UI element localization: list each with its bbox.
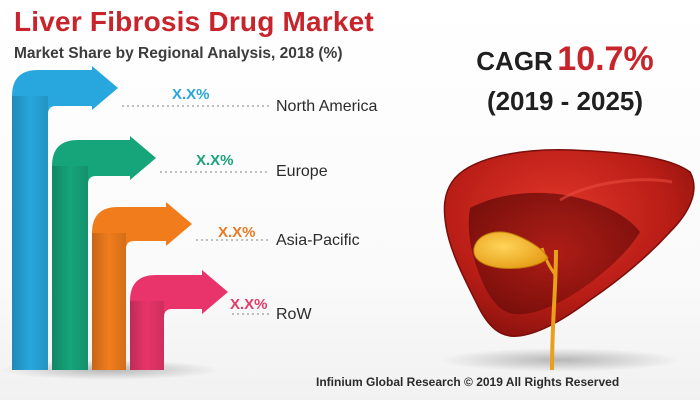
liver-highlight xyxy=(559,178,673,202)
bile-duct xyxy=(550,249,558,371)
value-label: X.X% xyxy=(230,296,268,313)
cagr-label: CAGR xyxy=(476,46,553,76)
region-label: Asia-Pacific xyxy=(276,232,360,249)
region-label: North America xyxy=(276,98,378,115)
cagr-line: CAGR 10.7% xyxy=(440,40,690,79)
chart-title: Liver Fibrosis Drug Market xyxy=(14,6,374,37)
arrow-shading xyxy=(92,233,126,370)
arrow-shading xyxy=(12,96,48,370)
liver-icon xyxy=(440,149,695,372)
liver-shadow xyxy=(440,348,680,372)
arrow-shading xyxy=(130,301,164,370)
region-label: Europe xyxy=(276,163,328,180)
arrow-shading xyxy=(52,166,88,370)
value-label: X.X% xyxy=(218,224,256,241)
cagr-value: 10.7% xyxy=(557,40,654,78)
gallbladder xyxy=(473,231,549,269)
region-label: RoW xyxy=(276,306,312,323)
chart-subtitle: Market Share by Regional Analysis, 2018 … xyxy=(14,45,343,62)
value-label: X.X% xyxy=(196,152,234,169)
copyright-footer: Infinium Global Research © 2019 All Righ… xyxy=(316,375,620,389)
value-label: X.X% xyxy=(172,86,210,103)
leader-lines xyxy=(122,105,270,315)
arrow-group xyxy=(12,66,228,370)
cagr-period: (2019 - 2025) xyxy=(486,86,644,116)
